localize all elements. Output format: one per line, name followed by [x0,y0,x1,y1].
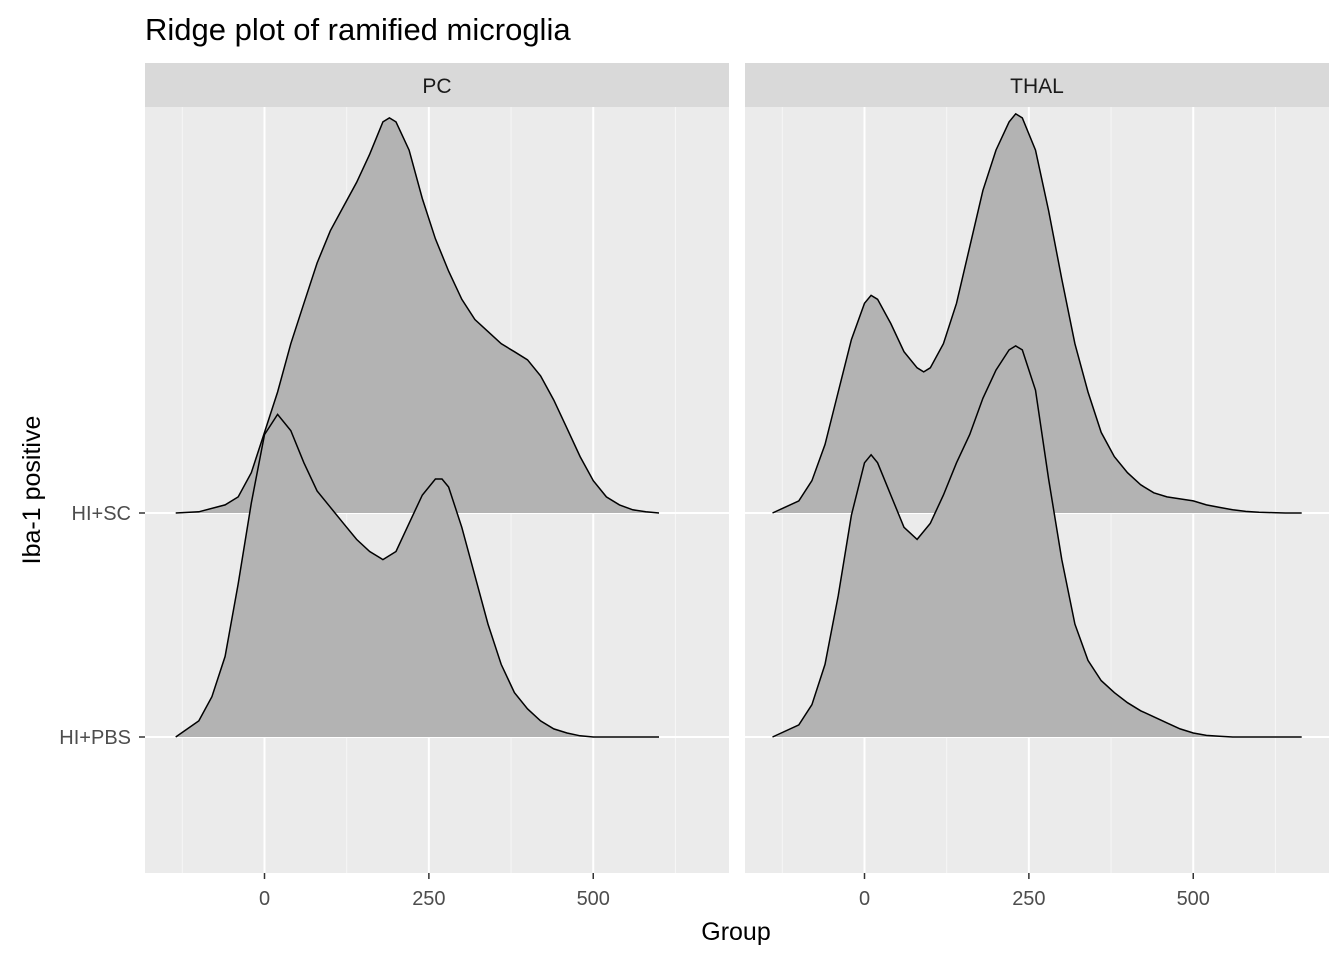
strip-background [145,63,729,107]
ridge-fill-pc-hi-sc [175,117,659,514]
ridge-fill-thal-hi-pbs [772,345,1302,737]
ridge-line-pc-hi-sc [175,117,660,514]
x-tick-label: 250 [412,888,445,910]
x-tick-label: 500 [1177,888,1210,910]
strip-label-pc: PC [422,75,451,98]
ridge-line-thal-hi-pbs [772,345,1302,738]
y-axis-title: Iba-1 positive [18,416,46,565]
chart-title: Ridge plot of ramified microglia [145,12,571,47]
ridge-line-pc-hi-pbs [175,413,659,738]
facet-panel-thal: THAL 0 250 500 [745,63,1329,910]
facet-panel-pc: PC 0 250 500 [145,63,729,910]
x-axis-title: Group [701,918,770,946]
x-tick-label: 500 [577,888,610,910]
x-tick-label: 0 [859,888,870,910]
strip-background [745,63,1329,107]
x-tick-label: 250 [1012,888,1045,910]
facet-panels: PC 0 250 500 THAL 0 250 500 HI+PBS HI+SC [59,63,1329,910]
ridge-fill-pc-hi-pbs [175,414,659,737]
y-tick-label: HI+SC [72,503,131,525]
x-tick-label: 0 [259,888,270,910]
y-axis: HI+PBS HI+SC [59,503,145,749]
y-tick-label: HI+PBS [59,727,131,749]
ridge-line-thal-hi-sc [772,112,1302,514]
strip-label-thal: THAL [1010,75,1064,98]
ridge-fill-thal-hi-sc [772,113,1302,514]
